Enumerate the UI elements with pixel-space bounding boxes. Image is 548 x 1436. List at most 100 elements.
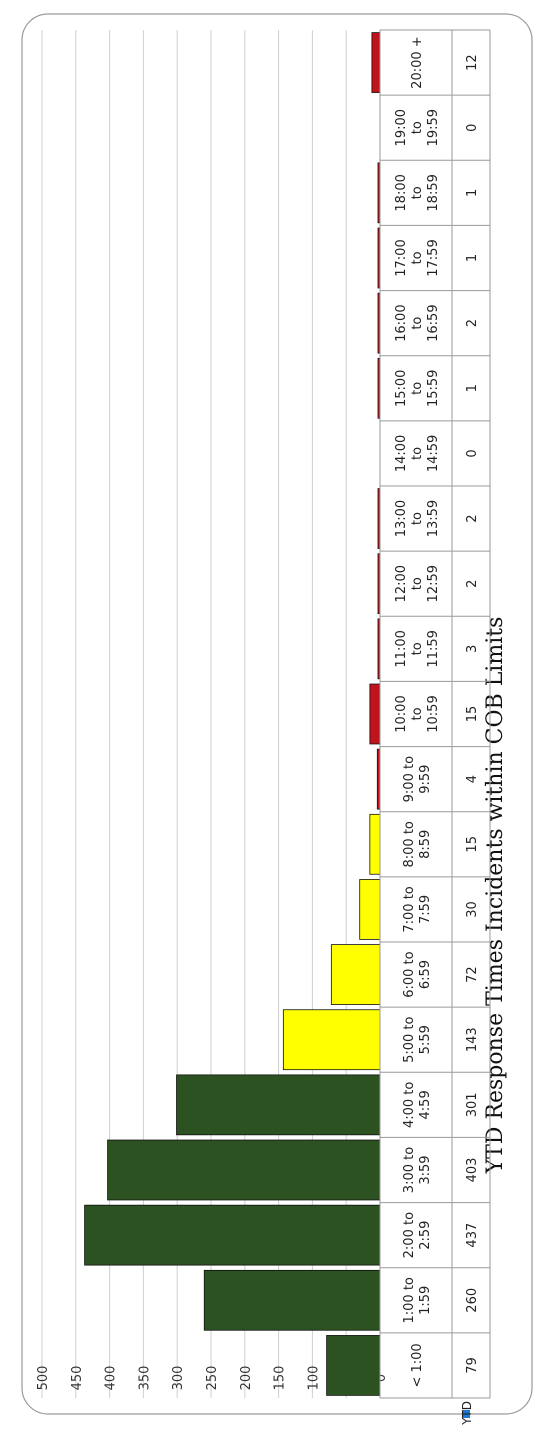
x-tick-label: 16:00 xyxy=(394,304,409,341)
x-tick-label: 15:00 xyxy=(394,370,409,407)
x-tick-label: 2:59 xyxy=(418,1221,433,1250)
x-tick-label: 13:59 xyxy=(426,500,441,537)
data-label: 12 xyxy=(465,54,480,71)
bar xyxy=(176,1074,381,1136)
x-tick-label: 19:59 xyxy=(426,109,441,146)
bar xyxy=(369,813,381,875)
data-label: 0 xyxy=(465,449,480,457)
x-tick-label: 16:59 xyxy=(426,304,441,341)
bar xyxy=(330,944,381,1005)
data-label: 2 xyxy=(465,319,480,327)
x-tick-label: 12:00 xyxy=(394,565,409,602)
chart-title: YTD Response Times Incidents within COB … xyxy=(483,617,508,1175)
x-tick-label: to xyxy=(410,447,425,460)
x-tick-label: 17:00 xyxy=(394,239,409,276)
x-tick-label: 6:59 xyxy=(418,960,433,989)
x-tick-label: 9:59 xyxy=(418,765,433,794)
x-tick-label: 20:00 + xyxy=(410,36,425,88)
data-label: 4 xyxy=(465,775,480,783)
x-tick-label: to xyxy=(410,317,425,330)
x-tick-label: 14:00 xyxy=(394,435,409,472)
x-tick-label: 6:00 to xyxy=(402,951,417,997)
x-tick-label: 4:59 xyxy=(418,1090,433,1119)
x-tick-label: 8:59 xyxy=(418,830,433,859)
x-tick-label: 9:00 to xyxy=(402,756,417,802)
x-tick-label: 11:59 xyxy=(426,630,441,667)
y-tick-label: 450 xyxy=(70,1366,85,1391)
x-tick-label: to xyxy=(410,707,425,720)
bar xyxy=(282,1009,381,1071)
x-tick-label: to xyxy=(410,512,425,525)
x-tick-label: 10:59 xyxy=(426,695,441,732)
bar xyxy=(84,1204,381,1266)
data-label: 143 xyxy=(465,1027,480,1052)
y-tick-label: 0 xyxy=(374,1374,389,1382)
bar xyxy=(369,683,381,745)
x-tick-label: 15:59 xyxy=(426,370,441,407)
data-label: 403 xyxy=(465,1158,480,1183)
bars xyxy=(84,32,381,1396)
data-label: 15 xyxy=(465,836,480,853)
data-label: 15 xyxy=(465,706,480,723)
x-tick-label: to xyxy=(410,642,425,655)
x-tick-label: 3:00 to xyxy=(402,1147,417,1193)
x-tick-label: 2:00 to xyxy=(402,1212,417,1258)
x-tick-label: to xyxy=(410,186,425,199)
legend-swatch xyxy=(462,1410,470,1418)
y-tick-label: 150 xyxy=(273,1366,288,1391)
x-tick-label: to xyxy=(410,251,425,264)
data-label: 1 xyxy=(465,189,480,197)
x-tick-label: 4:00 to xyxy=(402,1082,417,1128)
data-label: 79 xyxy=(465,1357,480,1374)
x-tick-label: 3:59 xyxy=(418,1155,433,1184)
x-tick-label: 13:00 xyxy=(394,500,409,537)
y-tick-label: 400 xyxy=(104,1366,119,1391)
y-tick-label: 250 xyxy=(205,1366,220,1391)
x-tick-label: 11:00 xyxy=(394,630,409,667)
x-tick-label: to xyxy=(410,382,425,395)
data-label: 0 xyxy=(465,124,480,132)
data-label: 30 xyxy=(465,901,480,918)
y-tick-label: 500 xyxy=(36,1366,51,1391)
data-label: 1 xyxy=(465,254,480,262)
y-tick-label: 100 xyxy=(306,1366,321,1391)
legend-label: YTD xyxy=(460,1401,474,1426)
x-tick-label: 17:59 xyxy=(426,239,441,276)
x-tick-label: 8:00 to xyxy=(402,821,417,867)
y-tick-label: 300 xyxy=(171,1366,186,1391)
data-label: 2 xyxy=(465,580,480,588)
data-label: 2 xyxy=(465,514,480,522)
x-tick-label: 12:59 xyxy=(426,565,441,602)
bar xyxy=(107,1139,381,1201)
chart-frame xyxy=(21,13,533,1415)
x-tick-label: 7:59 xyxy=(418,895,433,924)
x-tick-label: < 1:00 xyxy=(410,1343,425,1387)
y-tick-label: 350 xyxy=(137,1366,152,1391)
x-tick-label: to xyxy=(410,577,425,590)
data-label: 260 xyxy=(465,1288,480,1313)
x-tick-label: 18:00 xyxy=(394,174,409,211)
data-label: 1 xyxy=(465,384,480,392)
data-label: 3 xyxy=(465,645,480,653)
bar xyxy=(326,1335,381,1396)
x-tick-label: 19:00 xyxy=(394,109,409,146)
x-tick-label: 10:00 xyxy=(394,695,409,732)
gridlines xyxy=(41,30,381,1398)
bar xyxy=(203,1269,381,1331)
x-tick-label: 14:59 xyxy=(426,435,441,472)
x-tick-label: 1:59 xyxy=(418,1286,433,1315)
bar xyxy=(359,879,381,940)
bar xyxy=(371,32,381,93)
x-tick-label: 5:00 to xyxy=(402,1016,417,1062)
x-tick-label: 5:59 xyxy=(418,1025,433,1054)
x-tick-label: 7:00 to xyxy=(402,886,417,932)
data-table: YTD < 1:00 79 1:00 to 1:59 260 2:00 to 2:59 437 3… xyxy=(379,29,491,1426)
y-tick-label: 200 xyxy=(239,1366,254,1391)
data-label: 72 xyxy=(465,966,480,983)
data-label: 437 xyxy=(465,1223,480,1248)
x-tick-label: to xyxy=(410,121,425,134)
data-label: 301 xyxy=(465,1092,480,1117)
x-tick-label: 1:00 to xyxy=(402,1277,417,1323)
